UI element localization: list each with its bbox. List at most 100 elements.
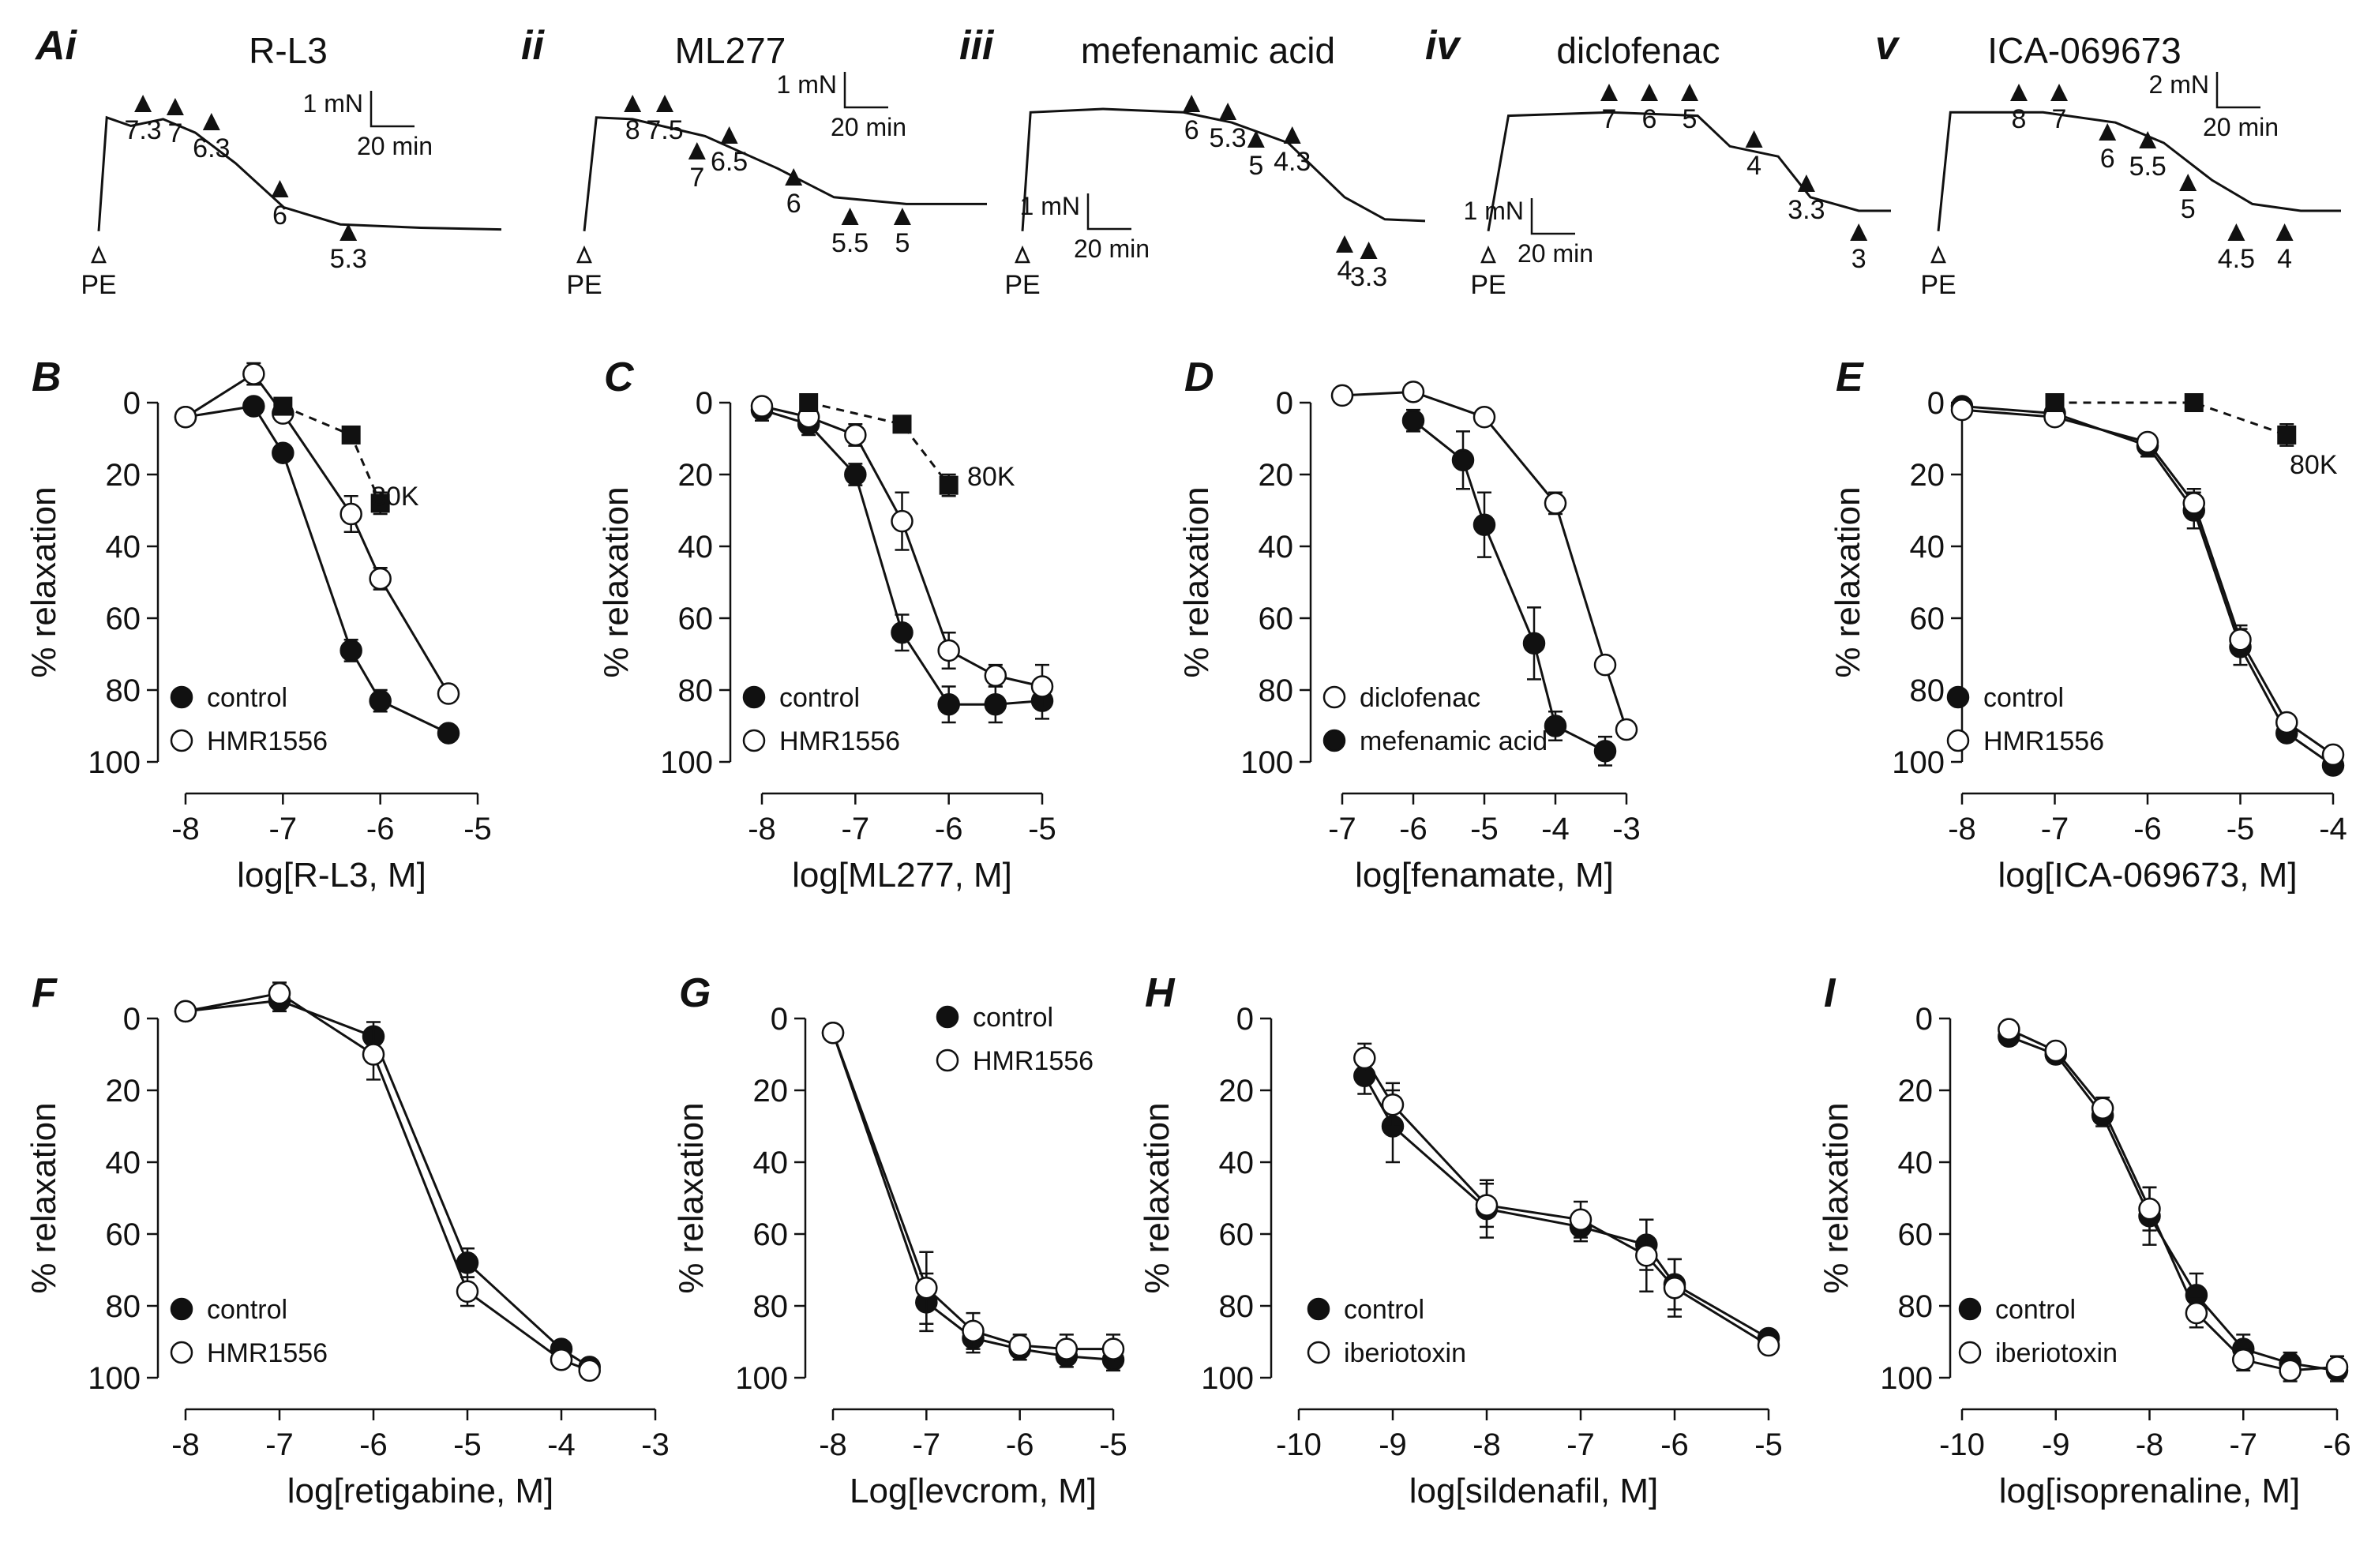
y-tick-label: 20	[1910, 458, 1945, 493]
series-label: 80K	[371, 482, 419, 512]
data-point	[984, 692, 1007, 716]
scale-force-label: 1 mN	[303, 89, 363, 118]
x-tick-label: -7	[2229, 1427, 2257, 1462]
concentration-label: 6	[2100, 144, 2115, 174]
x-tick-label: -8	[1948, 812, 1976, 846]
pe-open-triangle	[91, 245, 107, 264]
scale-force-label: 1 mN	[777, 70, 837, 99]
data-point	[2138, 1197, 2161, 1221]
pe-label: PE	[1004, 270, 1040, 300]
concentration-label: 5	[1683, 104, 1698, 134]
scale-bar	[370, 91, 415, 128]
data-point	[437, 682, 460, 705]
panel-label: H	[1145, 970, 1176, 1016]
data-point	[340, 639, 362, 662]
x-tick-label: -5	[453, 1427, 482, 1462]
concentration-label: 7	[167, 118, 182, 148]
legend-label: control	[1995, 1295, 2076, 1325]
data-point	[1615, 718, 1638, 741]
data-point	[1757, 1334, 1780, 1357]
trace-panel-ii: ii ML277 PE 8 7.576.5 6 5.5 5 1 mN 20 min	[521, 23, 987, 300]
x-axis-label: log[sildenafil, M]	[1409, 1472, 1658, 1510]
concentration-label: 5	[895, 228, 910, 258]
y-tick-label: 80	[1898, 1289, 1934, 1324]
y-tick-label: 80	[106, 1289, 141, 1324]
y-tick-label: 20	[1219, 1074, 1255, 1108]
data-point	[272, 441, 294, 464]
concentration-triangle	[1745, 130, 1763, 148]
data-point	[937, 639, 960, 662]
x-tick-label: -4	[547, 1427, 576, 1462]
pe-open-triangle	[1930, 245, 1946, 264]
data-point	[1593, 740, 1617, 763]
data-point	[1544, 715, 1567, 737]
y-tick-label: 40	[1910, 530, 1945, 565]
y-axis-label: % relaxation	[1138, 1102, 1176, 1293]
legend-marker	[742, 729, 766, 752]
legend-label: HMR1556	[1983, 726, 2104, 756]
legend-marker	[1946, 729, 1970, 752]
data-point	[1030, 675, 1054, 698]
scale-force-label: 1 mN	[1464, 197, 1524, 225]
concentration-label: 7	[689, 163, 704, 193]
data-point	[2044, 1039, 2067, 1063]
legend-marker	[1946, 685, 1970, 709]
y-tick-label: 100	[88, 1361, 141, 1396]
y-tick-label: 0	[1276, 386, 1293, 421]
legend-marker	[1958, 1297, 1982, 1321]
force-trace	[97, 115, 502, 231]
data-point	[1008, 1334, 1031, 1357]
y-tick-label: 0	[771, 1002, 788, 1037]
y-tick-label: 0	[696, 386, 713, 421]
scale-time-label: 20 min	[1518, 239, 1593, 268]
concentration-label: 6	[272, 201, 287, 231]
data-point	[550, 1349, 573, 1371]
y-tick-label: 20	[1259, 458, 1294, 493]
x-tick-label: -5	[1754, 1427, 1783, 1462]
data-point	[891, 509, 914, 533]
data-point	[2136, 430, 2159, 454]
concentration-triangle	[1797, 174, 1815, 192]
y-tick-label: 60	[106, 602, 141, 636]
y-tick-label: 100	[735, 1361, 788, 1396]
trace-title: ICA-069673	[1987, 30, 2182, 71]
concentration-label: 8	[2012, 104, 2027, 134]
data-point	[2275, 711, 2298, 734]
concentration-label: 5.5	[831, 228, 868, 258]
series-line-control	[1363, 1075, 1769, 1340]
concentration-label: 6.5	[711, 147, 748, 177]
concentration-label: 5.3	[330, 244, 367, 274]
concentration-triangle	[720, 126, 738, 144]
y-tick-label: 80	[106, 673, 141, 708]
pe-open-triangle	[576, 245, 592, 264]
plot-panel-B: B 0 20 40 60 80 100 % relaxation -8 -7 -6 -5 log[R-L…	[24, 354, 492, 895]
legend-label: iberiotoxin	[1995, 1338, 2118, 1368]
concentration-triangle	[1219, 103, 1237, 120]
plot-panel-I: I 0 20 40 60 80 100 % relaxation -10 -9 -8 -7 -6 log[…	[1817, 970, 2351, 1510]
data-point	[892, 415, 912, 434]
x-tick-label: -5	[1470, 812, 1499, 846]
plot-panel-D: D 0 20 40 60 80 100 % relaxation -7 -6 -5 -4 -3 log[f…	[1177, 354, 1641, 895]
y-tick-label: 80	[753, 1289, 789, 1324]
x-tick-label: -6	[935, 812, 963, 846]
data-point	[362, 1043, 385, 1066]
concentration-triangle	[893, 208, 911, 225]
y-tick-label: 40	[753, 1146, 789, 1180]
concentration-label: 5	[1248, 151, 1263, 181]
concentration-triangle	[624, 95, 642, 112]
data-point	[578, 1359, 601, 1382]
y-tick-label: 60	[678, 602, 714, 636]
data-point	[799, 393, 819, 412]
y-tick-label: 40	[1259, 530, 1294, 565]
legend-label: HMR1556	[207, 1338, 328, 1368]
data-point	[1593, 653, 1617, 677]
y-axis-label: % relaxation	[24, 486, 63, 677]
x-tick-label: -7	[269, 812, 298, 846]
scale-bar	[2215, 72, 2260, 109]
x-tick-label: -8	[1472, 1427, 1501, 1462]
legend-marker	[170, 1341, 193, 1364]
data-point	[750, 395, 774, 418]
trace-panel-iv: iv diclofenac PE 7 6 5 4 3.3 3 1 mN 20 min	[1425, 23, 1891, 300]
x-tick-label: -6	[366, 812, 395, 846]
legend-marker	[936, 1048, 959, 1072]
